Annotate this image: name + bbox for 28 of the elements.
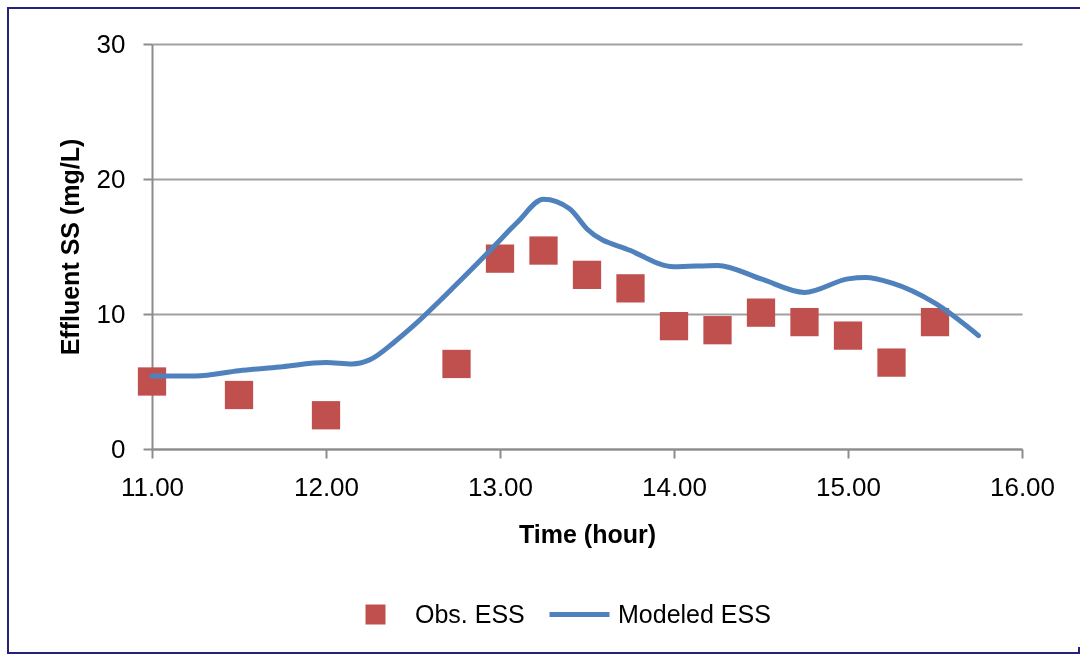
- point: [311, 401, 341, 430]
- y-tick-label: 20: [96, 163, 126, 194]
- point: [703, 316, 732, 345]
- y-tick-label: 10: [96, 298, 126, 329]
- x-tick-label: 13.00: [467, 471, 534, 502]
- point: [877, 348, 906, 377]
- x-tick-label: 14.00: [641, 471, 708, 502]
- point: [224, 380, 254, 410]
- x-tick-label: 16.00: [989, 471, 1056, 502]
- y-axis-title: Effluent SS (mg/L): [55, 138, 84, 356]
- legend-label: Obs. ESS: [415, 599, 525, 628]
- x-axis-title: Time (hour): [518, 519, 657, 548]
- point: [442, 349, 471, 379]
- point: [572, 260, 602, 289]
- point: [920, 307, 950, 337]
- point: [137, 367, 167, 396]
- point: [529, 236, 558, 265]
- y-tick-label: 0: [111, 433, 126, 464]
- x-tick-label: 12.00: [293, 471, 360, 502]
- legend-label: Modeled ESS: [618, 599, 771, 628]
- point: [790, 307, 819, 337]
- x-tick-label: 11.00: [120, 471, 185, 502]
- point: [833, 321, 863, 350]
- point: [616, 274, 645, 303]
- point: [659, 312, 689, 341]
- y-tick-label: 30: [96, 28, 126, 59]
- x-tick-label: 15.00: [815, 471, 882, 502]
- point: [746, 298, 776, 327]
